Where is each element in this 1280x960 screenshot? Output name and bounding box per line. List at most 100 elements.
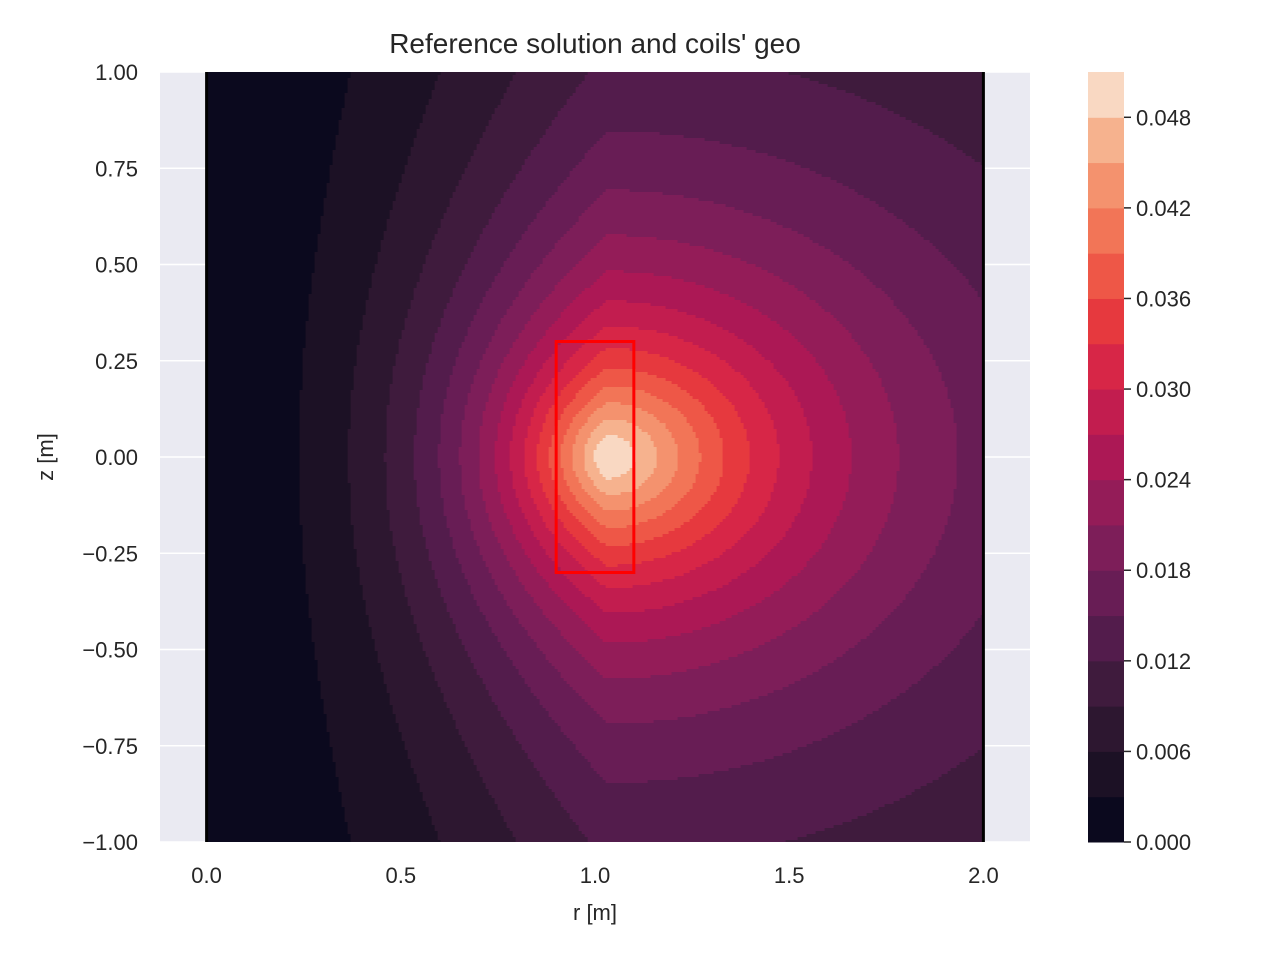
contour-cell <box>407 750 469 754</box>
contour-cell <box>641 408 679 412</box>
contour-cell <box>554 192 604 196</box>
contour-cell <box>413 462 439 466</box>
contour-cell <box>737 576 793 580</box>
contour-cell <box>302 348 358 352</box>
contour-cell <box>872 711 984 715</box>
contour-cell <box>560 633 598 637</box>
contour-cell <box>572 444 586 448</box>
contour-cell <box>557 423 571 427</box>
contour-cell <box>434 576 466 580</box>
contour-cell <box>467 651 508 655</box>
contour-cell <box>581 831 817 835</box>
contour-cell <box>710 624 799 628</box>
colorbar-band <box>1088 660 1124 707</box>
contour-cell <box>722 441 751 445</box>
contour-cell <box>467 330 496 334</box>
contour-cell <box>536 447 550 451</box>
contour-cell <box>563 105 883 109</box>
contour-cell <box>599 372 649 376</box>
contour-cell <box>347 429 388 433</box>
contour-cell <box>659 132 934 136</box>
contour-cell <box>887 108 984 112</box>
contour-cell <box>827 84 984 88</box>
contour-cell <box>482 231 526 235</box>
contour-cell <box>575 297 736 301</box>
contour-cell <box>506 720 556 724</box>
contour-cell <box>719 435 748 439</box>
contour-cell <box>554 792 913 796</box>
contour-cell <box>509 255 547 259</box>
contour-cell <box>314 267 376 271</box>
colorbar-band <box>1088 72 1124 118</box>
contour-cell <box>527 753 583 757</box>
contour-cell <box>479 450 496 454</box>
contour-cell <box>353 543 394 547</box>
contour-cell <box>518 333 547 337</box>
contour-cell <box>545 783 928 787</box>
contour-cell <box>818 81 984 85</box>
contour-cell <box>554 666 595 670</box>
contour-cell <box>578 216 763 220</box>
contour-cell <box>530 420 547 424</box>
contour-cell <box>563 435 577 439</box>
contour-cell <box>206 246 319 250</box>
contour-cell <box>584 450 595 454</box>
contour-cell <box>455 720 508 724</box>
contour-cell <box>509 444 526 448</box>
contour-cell <box>443 597 475 601</box>
contour-cell <box>356 360 397 364</box>
contour-cell <box>443 510 469 514</box>
contour-cell <box>572 267 763 271</box>
contour-cell <box>566 810 874 814</box>
contour-cell <box>440 690 490 694</box>
contour-cell <box>479 486 499 490</box>
contour-cell <box>572 417 589 421</box>
contour-cell <box>302 384 355 388</box>
contour-cell <box>467 513 490 517</box>
contour-cell <box>359 339 400 343</box>
contour-cell <box>206 318 310 322</box>
contour-cell <box>443 696 493 700</box>
contour-cell <box>404 744 466 748</box>
contour-cell <box>497 105 565 109</box>
contour-cell <box>554 426 571 430</box>
contour-cell <box>572 513 592 517</box>
contour-cell <box>524 438 541 442</box>
contour-cell <box>944 138 984 142</box>
contour-cell <box>863 351 931 355</box>
contour-cell <box>206 258 316 262</box>
contour-cell <box>773 363 820 367</box>
contour-cell <box>206 330 307 334</box>
contour-cell <box>323 198 397 202</box>
contour-cell <box>536 645 574 649</box>
contour-cell <box>941 375 984 379</box>
contour-cell <box>419 402 445 406</box>
contour-cell <box>674 438 700 442</box>
contour-cell <box>347 471 388 475</box>
contour-cell <box>413 291 454 295</box>
contour-cell <box>359 567 400 571</box>
contour-cell <box>896 306 984 310</box>
contour-cell <box>548 786 922 790</box>
contour-cell <box>593 456 637 460</box>
contour-cell <box>488 519 511 523</box>
contour-cell <box>206 774 337 778</box>
contour-cell <box>482 498 502 502</box>
contour-cell <box>494 531 514 535</box>
contour-cell <box>689 570 748 574</box>
contour-cell <box>386 411 418 415</box>
contour-cell <box>350 420 388 424</box>
contour-cell <box>437 450 460 454</box>
contour-cell <box>593 429 643 433</box>
contour-cell <box>311 639 376 643</box>
contour-cell <box>872 282 970 286</box>
contour-cell <box>494 801 562 805</box>
contour-cell <box>350 390 391 394</box>
contour-cell <box>206 696 322 700</box>
contour-cell <box>818 669 931 673</box>
contour-cell <box>725 396 760 400</box>
contour-cell <box>806 618 886 622</box>
contour-cell <box>872 810 984 814</box>
contour-cell <box>503 360 526 364</box>
contour-cell <box>794 393 838 397</box>
